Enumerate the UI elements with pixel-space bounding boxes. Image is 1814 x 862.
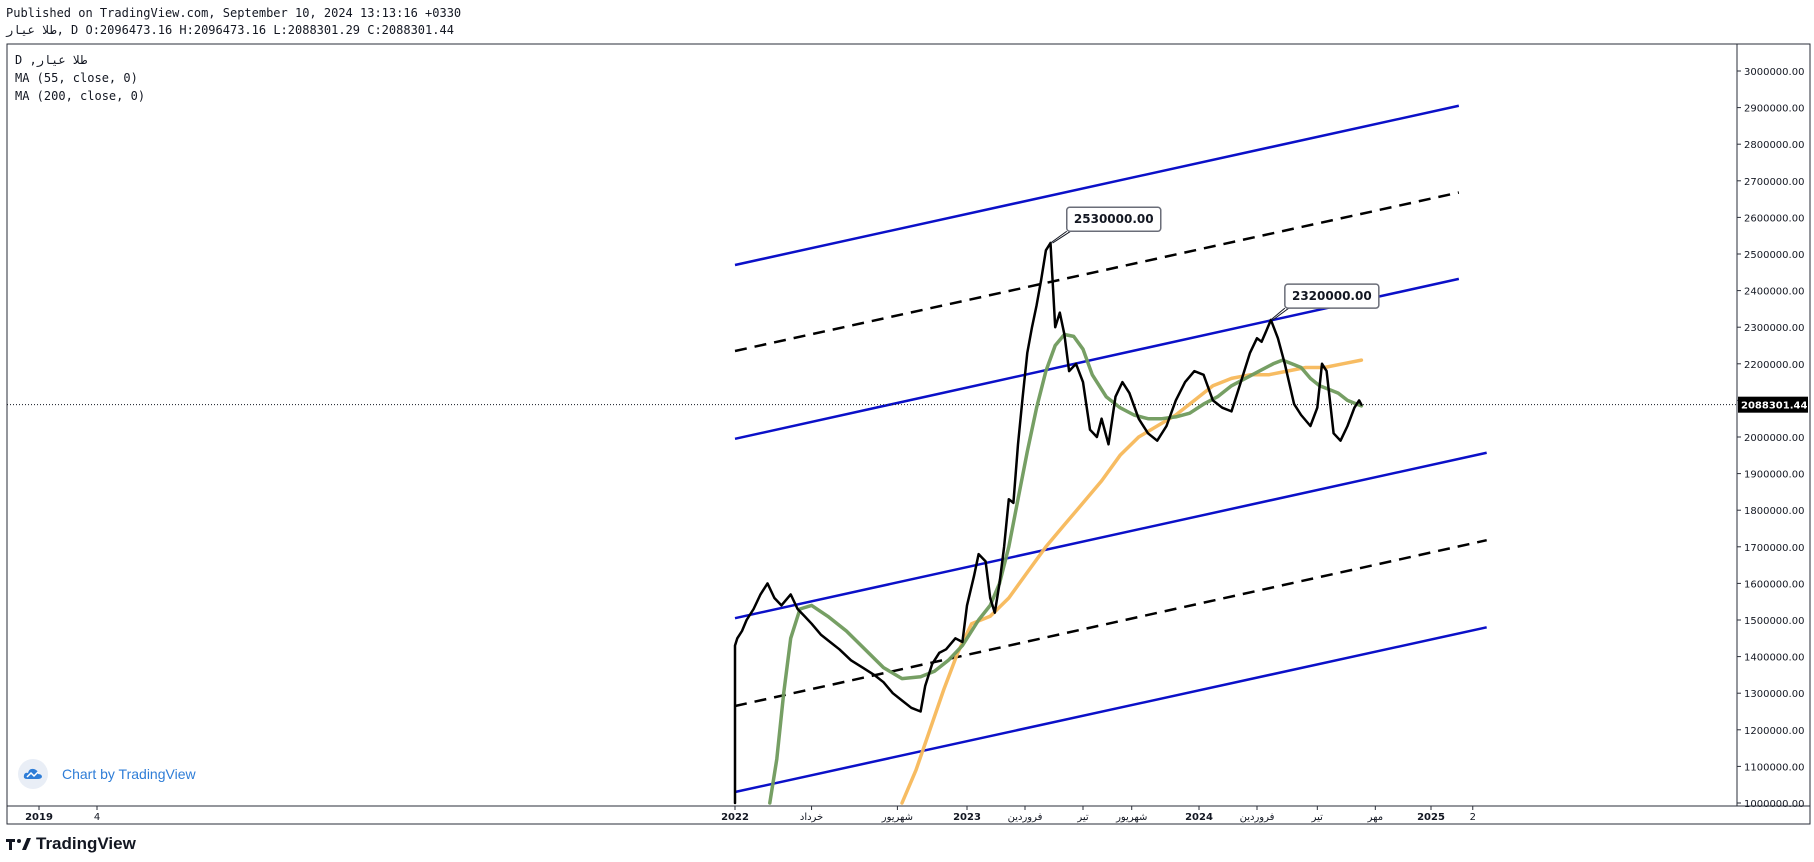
- y-tick-label: 1600000.00: [1744, 579, 1804, 590]
- y-tick-label: 2000000.00: [1744, 433, 1804, 444]
- legend-ma55[interactable]: MA (55, close, 0): [15, 71, 138, 85]
- tradingview-logo-icon: [6, 838, 31, 850]
- y-tick-label: 1900000.00: [1744, 470, 1804, 481]
- x-tick-label: مهر: [1367, 812, 1383, 823]
- y-tick-label: 1000000.00: [1744, 799, 1804, 810]
- footer-brand: TradingView: [36, 834, 136, 853]
- x-tick-label: شهریور: [881, 812, 913, 823]
- callout-box[interactable]: [1066, 206, 1162, 232]
- x-tick-label: فروردین: [1240, 812, 1275, 823]
- y-tick-label: 2200000.00: [1744, 360, 1804, 371]
- legend-symbol[interactable]: D ,طلا عیار: [15, 53, 88, 67]
- y-tick-label: 1300000.00: [1744, 689, 1804, 700]
- y-tick-label: 2700000.00: [1744, 177, 1804, 188]
- y-tick-label: 1500000.00: [1744, 616, 1804, 627]
- callout-label: 2530000.00: [1074, 212, 1154, 226]
- x-tick-label: 2024: [1185, 812, 1213, 823]
- channel-line-0[interactable]: [734, 104, 1460, 267]
- x-tick-label: 2022: [721, 812, 749, 823]
- y-tick-label: 1800000.00: [1744, 506, 1804, 517]
- plot-frame: [6, 43, 1738, 807]
- channel-midline-1[interactable]: [734, 191, 1460, 353]
- callout-box[interactable]: [1284, 283, 1380, 309]
- y-tick-label: 3000000.00: [1744, 67, 1804, 78]
- y-tick-label: 2600000.00: [1744, 213, 1804, 224]
- x-tick-label: 2019: [25, 812, 53, 823]
- channel-line-5[interactable]: [734, 626, 1487, 794]
- watermark-label: Chart by TradingView: [62, 766, 196, 782]
- tradingview-watermark[interactable]: Chart by TradingView: [18, 758, 196, 790]
- y-tick-label: 1400000.00: [1744, 653, 1804, 664]
- x-tick-label: 2: [1470, 812, 1476, 823]
- x-axis-panel[interactable]: [6, 805, 1811, 825]
- x-tick-label: 2025: [1417, 812, 1445, 823]
- y-tick-label: 1700000.00: [1744, 543, 1804, 554]
- y-tick-label: 2300000.00: [1744, 323, 1804, 334]
- x-tick-label: تیر: [1076, 812, 1089, 823]
- x-tick-label: 4: [94, 812, 100, 823]
- y-tick-label: 2900000.00: [1744, 104, 1804, 115]
- callout-pointer: [1050, 230, 1068, 244]
- channel-line-3[interactable]: [734, 451, 1487, 620]
- last-price-tag: [1738, 396, 1808, 413]
- legend-ma200[interactable]: MA (200, close, 0): [15, 89, 146, 103]
- callout-label: 2320000.00: [1292, 289, 1372, 303]
- ohlc-readout: طلا عیار, D O:2096473.16 H:2096473.16 L:…: [6, 23, 454, 37]
- x-tick-label: خرداد: [800, 812, 823, 823]
- last-price-label: 2088301.44: [1741, 401, 1807, 412]
- tradingview-logo[interactable]: TradingView: [6, 834, 136, 854]
- x-tick-label: تیر: [1311, 812, 1324, 823]
- channel-midline-4[interactable]: [734, 538, 1487, 708]
- tradingview-cloud-icon: [18, 759, 48, 789]
- y-tick-label: 2800000.00: [1744, 140, 1804, 151]
- published-info: Published on TradingView.com, September …: [6, 6, 462, 20]
- x-tick-label: شهریور: [1115, 812, 1147, 823]
- callout-pointer: [1052, 230, 1072, 244]
- y-tick-label: 2400000.00: [1744, 287, 1804, 298]
- y-tick-label: 1200000.00: [1744, 726, 1804, 737]
- callout-pointer: [1270, 307, 1286, 321]
- y-tick-label: 1100000.00: [1744, 762, 1804, 773]
- y-tick-label: 2500000.00: [1744, 250, 1804, 261]
- x-tick-label: 2023: [953, 812, 981, 823]
- callout-pointer: [1272, 307, 1290, 321]
- x-tick-label: فروردین: [1008, 812, 1043, 823]
